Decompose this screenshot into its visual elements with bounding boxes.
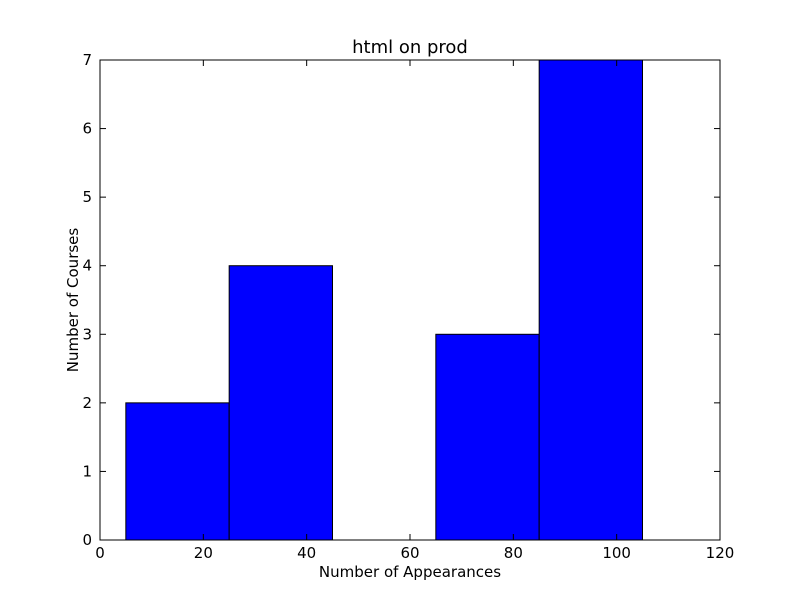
x-tick-label: 100 <box>602 544 631 562</box>
y-tick-label: 2 <box>82 394 92 412</box>
y-axis-ticks: 0 1 2 3 4 5 6 7 <box>82 51 720 549</box>
chart-title: html on prod <box>352 37 468 58</box>
y-tick-label: 5 <box>82 188 92 206</box>
x-tick-label: 20 <box>194 544 213 562</box>
bar-0 <box>125 402 230 541</box>
y-tick-label: 0 <box>82 531 92 549</box>
y-axis-label: Number of Courses <box>64 228 82 373</box>
y-tick-label: 7 <box>82 51 92 69</box>
x-tick-label: 80 <box>504 544 523 562</box>
y-tick-label: 3 <box>82 325 92 343</box>
bar-4 <box>538 59 644 541</box>
x-axis-label: Number of Appearances <box>319 563 501 581</box>
x-axis-ticks: 0 20 40 60 80 100 120 <box>95 60 734 562</box>
x-tick-label: 120 <box>706 544 735 562</box>
y-tick-label: 1 <box>82 462 92 480</box>
y-tick-label: 4 <box>82 257 92 275</box>
bar-3 <box>435 333 540 541</box>
bars-group <box>125 59 644 541</box>
bar-1 <box>228 265 334 541</box>
x-tick-label: 40 <box>297 544 316 562</box>
x-tick-label: 0 <box>95 544 105 562</box>
x-tick-label: 60 <box>400 544 419 562</box>
y-tick-label: 6 <box>82 120 92 138</box>
